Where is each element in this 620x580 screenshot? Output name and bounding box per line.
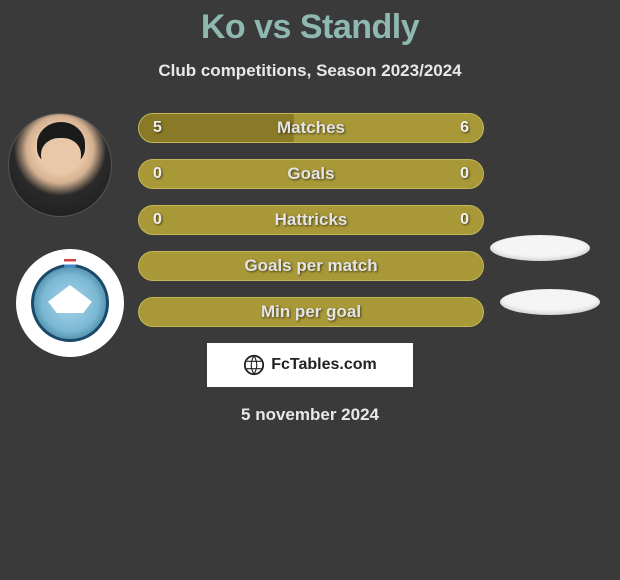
- stat-value-right: 0: [460, 211, 469, 229]
- page-title: Ko vs Standly: [0, 0, 620, 47]
- stat-bar: Min per goal: [138, 297, 484, 327]
- date-label: 5 november 2024: [10, 405, 610, 425]
- stat-value-right: 6: [460, 119, 469, 137]
- player-photo: [8, 113, 112, 217]
- stat-row-matches: 5 Matches 6: [138, 113, 484, 143]
- stat-bars: 5 Matches 6 0 Goals 0 0 Hattricks 0: [138, 113, 484, 327]
- stat-bar: 5 Matches 6: [138, 113, 484, 143]
- stat-row-min-per-goal: Min per goal: [138, 297, 484, 327]
- stat-bar: 0 Hattricks 0: [138, 205, 484, 235]
- stat-label: Hattricks: [275, 210, 348, 230]
- stat-row-hattricks: 0 Hattricks 0: [138, 205, 484, 235]
- stat-label: Goals: [287, 164, 334, 184]
- fctables-icon: [243, 354, 265, 376]
- opponent-marker-2: [500, 289, 600, 315]
- club-badge-icon: [31, 264, 109, 342]
- stat-row-goals: 0 Goals 0: [138, 159, 484, 189]
- stat-value-right: 0: [460, 165, 469, 183]
- stat-bar: Goals per match: [138, 251, 484, 281]
- opponent-marker-1: [490, 235, 590, 261]
- attribution-text: FcTables.com: [271, 356, 377, 374]
- stat-label: Min per goal: [261, 302, 361, 322]
- attribution-link[interactable]: FcTables.com: [207, 343, 413, 387]
- stat-label: Goals per match: [244, 256, 377, 276]
- stat-row-goals-per-match: Goals per match: [138, 251, 484, 281]
- stat-value-left: 0: [153, 165, 162, 183]
- stat-value-left: 5: [153, 119, 162, 137]
- club-badge: [16, 249, 124, 357]
- stat-bar-fill: [139, 114, 294, 142]
- stat-bar: 0 Goals 0: [138, 159, 484, 189]
- stat-value-left: 0: [153, 211, 162, 229]
- subtitle: Club competitions, Season 2023/2024: [0, 61, 620, 81]
- comparison-content: 5 Matches 6 0 Goals 0 0 Hattricks 0: [0, 113, 620, 425]
- stat-label: Matches: [277, 118, 345, 138]
